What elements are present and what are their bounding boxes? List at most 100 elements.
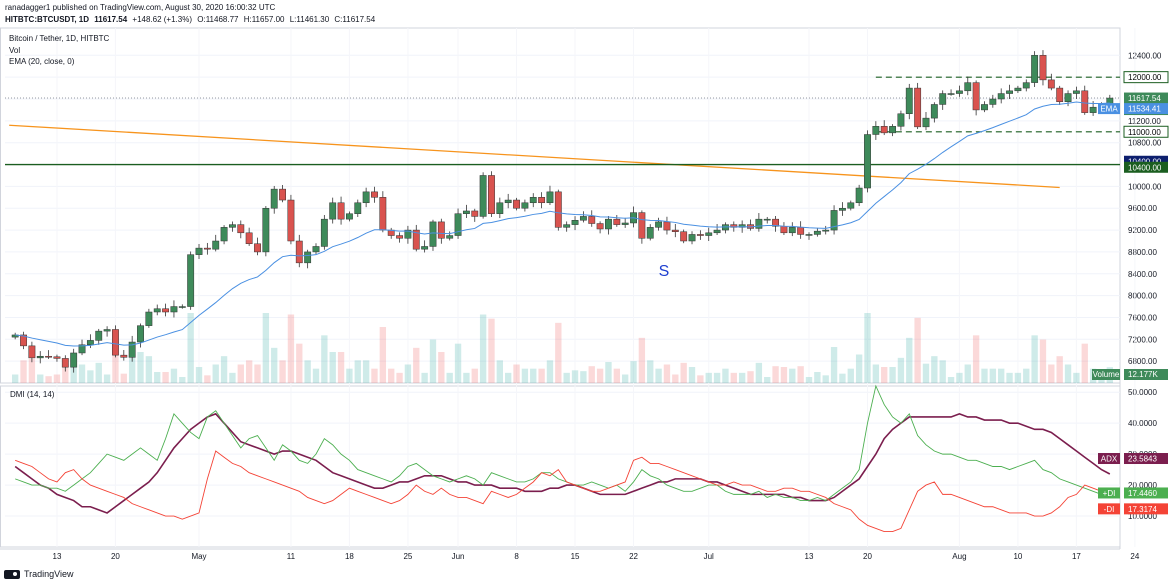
volume-bar (170, 368, 178, 383)
volume-bar (839, 373, 846, 383)
candle-body (429, 221, 437, 247)
volume-bar (814, 372, 821, 383)
volume-bar (964, 364, 971, 383)
candle-body (872, 126, 880, 135)
volume-bar (530, 368, 537, 383)
candle-body (839, 207, 846, 211)
volume-bar (747, 371, 754, 383)
descending-trendline (9, 124, 1060, 189)
change-text: +148.62 (+1.3%) (132, 15, 193, 24)
volume-bar (112, 337, 119, 383)
candle-body (763, 218, 771, 221)
volume-bar (362, 360, 370, 383)
dmi-pane-frame (0, 385, 1121, 548)
candle-body (521, 202, 529, 209)
volume-bar (87, 370, 94, 383)
candle-body (955, 90, 963, 94)
resistance-label-border (1123, 71, 1169, 84)
volume-bar (621, 374, 629, 383)
annotation-letter: S (659, 263, 670, 280)
candle-body (20, 334, 27, 347)
last-price-label-box (1124, 92, 1168, 104)
candle-body (262, 207, 270, 253)
candle-body (345, 213, 353, 220)
candle-body (755, 218, 763, 229)
ema-price-label-prefix-box (1098, 103, 1120, 115)
volume-bar (12, 374, 19, 383)
plus-di-value-label-box (1124, 487, 1168, 499)
volume-bar (388, 368, 395, 383)
minus-di-value-label: 17.3174 (1128, 505, 1157, 514)
candle-body (1047, 79, 1055, 89)
candle-body (889, 126, 896, 134)
candle-body (1056, 87, 1064, 102)
volume-bar (638, 337, 646, 383)
volume-bar (28, 358, 36, 383)
candle-body (680, 231, 688, 242)
volume-bar (488, 318, 495, 383)
candle-body (563, 224, 571, 228)
volume-bar (120, 373, 127, 383)
volume-bar (95, 362, 102, 383)
minus-di-line (15, 450, 1110, 532)
volume-bar (154, 372, 161, 383)
dmi-tick-label: 40.0000 (1128, 419, 1157, 428)
chart-header: ranadagger1 published on TradingView.com… (5, 2, 378, 26)
candle-body (947, 93, 955, 95)
volume-bar (672, 374, 679, 383)
candle-body (78, 344, 86, 354)
resistance-price-label: 12000.00 (1128, 73, 1162, 82)
volume-bar (496, 360, 504, 383)
time-tick-label: 10 (1013, 552, 1022, 561)
volume-bar (864, 313, 871, 383)
volume-bar (245, 360, 253, 383)
high-text: H:11657.00 (243, 15, 285, 24)
candle-body (36, 355, 44, 359)
volume-bar (847, 368, 854, 383)
candle-body (145, 311, 153, 326)
candle-body (1006, 90, 1013, 94)
candle-body (421, 246, 429, 250)
candle-body (454, 213, 462, 236)
dmi-tick-label: 20.0000 (1128, 481, 1157, 490)
candle-body (270, 188, 278, 209)
time-tick-label: Aug (952, 552, 966, 561)
volume-bar (722, 368, 729, 383)
volume-bar (513, 364, 520, 383)
time-tick-label: May (191, 552, 206, 561)
volume-bar (680, 362, 687, 383)
candle-body (329, 202, 337, 220)
volume-bar (220, 356, 228, 383)
tradingview-logo-icon (4, 569, 20, 579)
volume-bar (329, 352, 336, 383)
price-tick-label: 7200.00 (1128, 335, 1157, 344)
volume-bar (538, 368, 545, 383)
candle-body (621, 222, 629, 225)
candle-body (922, 117, 930, 128)
time-tick-label: 17 (1072, 552, 1081, 561)
price-tick-label: 12400.00 (1128, 51, 1162, 60)
time-tick-label: 18 (345, 552, 354, 561)
candle-body (103, 329, 111, 332)
candle-body (989, 98, 997, 105)
candle-body (939, 93, 947, 105)
adx-value-label-box (1124, 453, 1168, 465)
support-label-border (1123, 125, 1169, 138)
volume-bar (897, 357, 905, 383)
volume-bar (738, 372, 746, 383)
candle-body (1031, 55, 1039, 83)
candle-body (112, 329, 119, 356)
support-price-label: 11000.00 (1128, 128, 1161, 137)
dmi-tick-label: 10.0000 (1128, 512, 1157, 521)
volume-bar (45, 376, 52, 383)
candle-body (128, 341, 136, 358)
candle-body (830, 210, 838, 231)
candle-body (1072, 90, 1080, 94)
candle-body (646, 227, 654, 239)
ema-price-label-box (1124, 103, 1168, 115)
candle-body (805, 234, 813, 236)
candle-body (930, 104, 938, 119)
adx-line (14, 412, 1111, 514)
breakout-level-label-2-box (1124, 161, 1168, 173)
